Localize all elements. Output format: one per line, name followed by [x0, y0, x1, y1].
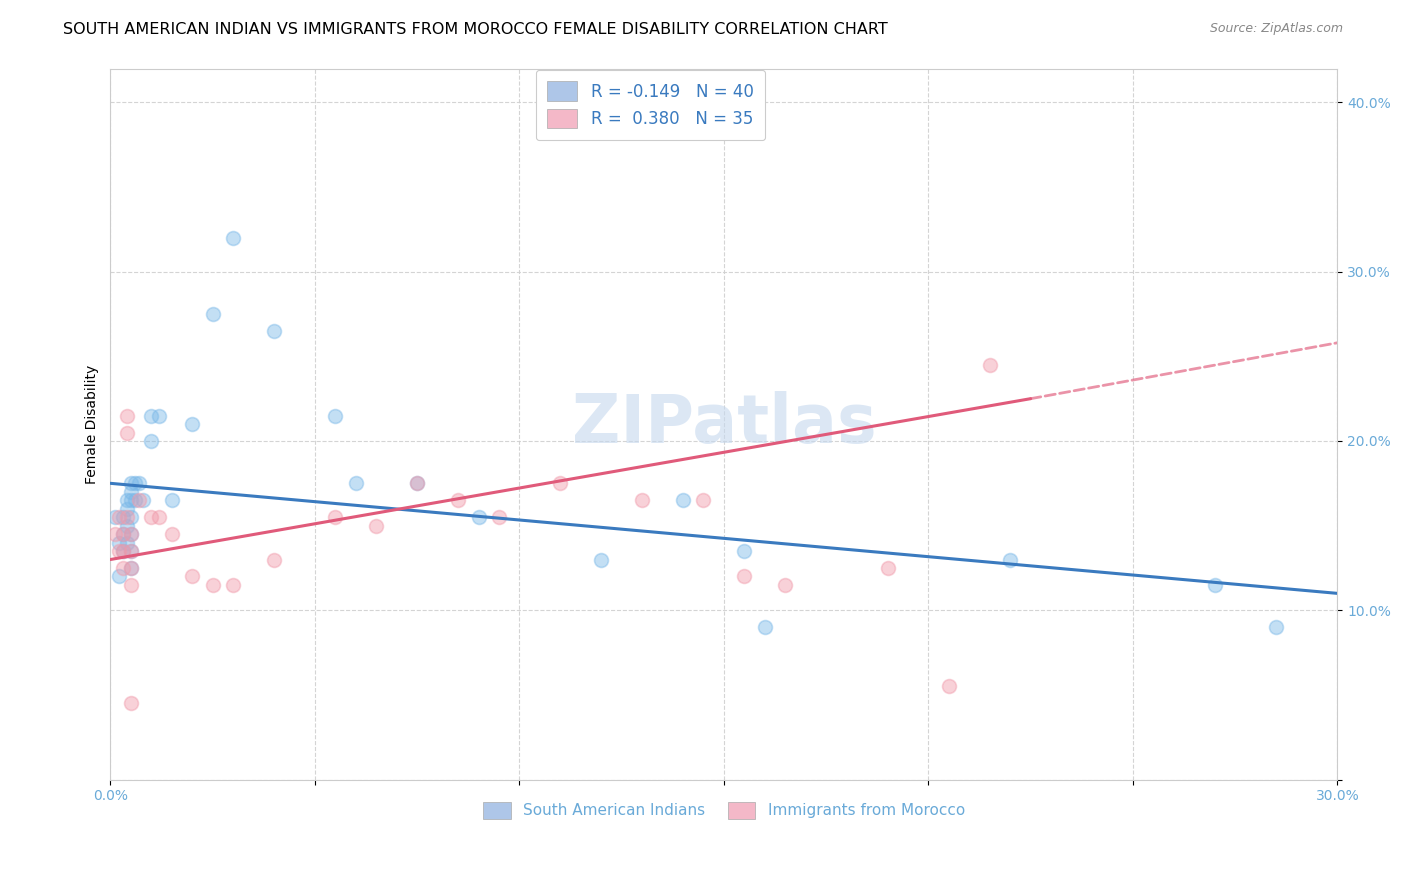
Point — [120, 527, 142, 541]
Point — [120, 561, 142, 575]
Point — [124, 476, 146, 491]
Point — [120, 493, 142, 508]
Point — [181, 569, 204, 583]
Point — [115, 493, 138, 508]
Point — [141, 434, 163, 448]
Point — [263, 324, 285, 338]
Point — [876, 561, 898, 575]
Text: ZIPatlas: ZIPatlas — [572, 391, 876, 457]
Point — [447, 493, 470, 508]
Point — [128, 493, 150, 508]
Point — [111, 527, 134, 541]
Text: SOUTH AMERICAN INDIAN VS IMMIGRANTS FROM MOROCCO FEMALE DISABILITY CORRELATION C: SOUTH AMERICAN INDIAN VS IMMIGRANTS FROM… — [63, 22, 889, 37]
Point — [631, 493, 654, 508]
Point — [148, 510, 170, 524]
Point — [692, 493, 714, 508]
Point — [160, 493, 183, 508]
Point — [1265, 620, 1288, 634]
Point — [160, 527, 183, 541]
Point — [201, 578, 224, 592]
Point — [201, 307, 224, 321]
Point — [120, 578, 142, 592]
Point — [107, 544, 129, 558]
Point — [141, 510, 163, 524]
Point — [115, 535, 138, 549]
Point — [325, 510, 347, 524]
Point — [128, 476, 150, 491]
Point — [754, 620, 776, 634]
Point — [111, 544, 134, 558]
Point — [979, 358, 1001, 372]
Point — [111, 527, 134, 541]
Point — [103, 510, 125, 524]
Point — [120, 697, 142, 711]
Point — [115, 409, 138, 423]
Point — [406, 476, 429, 491]
Point — [120, 544, 142, 558]
Point — [344, 476, 367, 491]
Point — [406, 476, 429, 491]
Text: Source: ZipAtlas.com: Source: ZipAtlas.com — [1209, 22, 1343, 36]
Point — [120, 561, 142, 575]
Legend: South American Indians, Immigrants from Morocco: South American Indians, Immigrants from … — [477, 796, 972, 825]
Point — [263, 552, 285, 566]
Point — [111, 561, 134, 575]
Point — [115, 510, 138, 524]
Point — [107, 569, 129, 583]
Point — [107, 510, 129, 524]
Point — [124, 493, 146, 508]
Point — [103, 527, 125, 541]
Point — [733, 544, 755, 558]
Point — [998, 552, 1021, 566]
Point — [107, 535, 129, 549]
Point — [148, 409, 170, 423]
Point — [120, 484, 142, 499]
Point — [550, 476, 572, 491]
Point — [733, 569, 755, 583]
Point — [1204, 578, 1226, 592]
Point — [120, 476, 142, 491]
Point — [366, 518, 388, 533]
Y-axis label: Female Disability: Female Disability — [86, 365, 100, 483]
Point — [938, 680, 960, 694]
Point — [120, 527, 142, 541]
Point — [120, 510, 142, 524]
Point — [222, 578, 245, 592]
Point — [115, 518, 138, 533]
Point — [115, 501, 138, 516]
Point — [181, 417, 204, 431]
Point — [672, 493, 695, 508]
Point — [120, 544, 142, 558]
Point — [141, 409, 163, 423]
Point — [115, 425, 138, 440]
Point — [488, 510, 510, 524]
Point — [111, 510, 134, 524]
Point — [222, 231, 245, 245]
Point — [132, 493, 155, 508]
Point — [467, 510, 489, 524]
Point — [775, 578, 797, 592]
Point — [111, 544, 134, 558]
Point — [591, 552, 613, 566]
Point — [325, 409, 347, 423]
